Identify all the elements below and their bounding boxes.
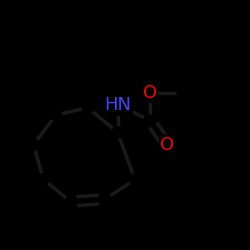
Text: O: O [160, 136, 174, 154]
Text: O: O [143, 84, 157, 102]
Text: HN: HN [104, 96, 131, 114]
